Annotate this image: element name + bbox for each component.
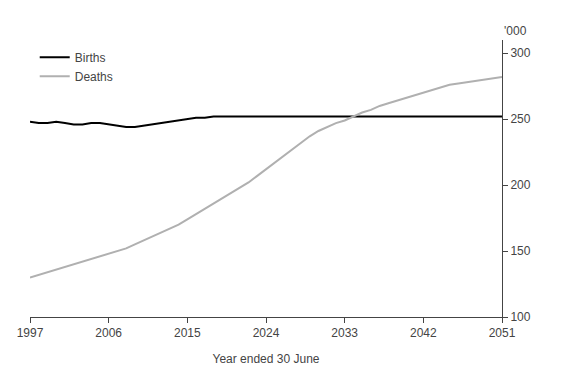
svg-text:'000: '000 <box>504 24 527 38</box>
svg-text:Deaths: Deaths <box>75 70 113 84</box>
svg-text:Births: Births <box>75 51 106 65</box>
svg-text:100: 100 <box>510 310 530 324</box>
svg-text:150: 150 <box>510 244 530 258</box>
svg-text:2015: 2015 <box>174 326 201 340</box>
svg-text:2051: 2051 <box>489 326 516 340</box>
svg-text:2024: 2024 <box>253 326 280 340</box>
svg-text:1997: 1997 <box>17 326 44 340</box>
svg-text:2042: 2042 <box>410 326 437 340</box>
svg-text:300: 300 <box>510 46 530 60</box>
svg-text:2033: 2033 <box>331 326 358 340</box>
svg-text:2006: 2006 <box>95 326 122 340</box>
svg-text:250: 250 <box>510 112 530 126</box>
svg-text:Year ended 30 June: Year ended 30 June <box>213 352 320 366</box>
svg-text:200: 200 <box>510 178 530 192</box>
